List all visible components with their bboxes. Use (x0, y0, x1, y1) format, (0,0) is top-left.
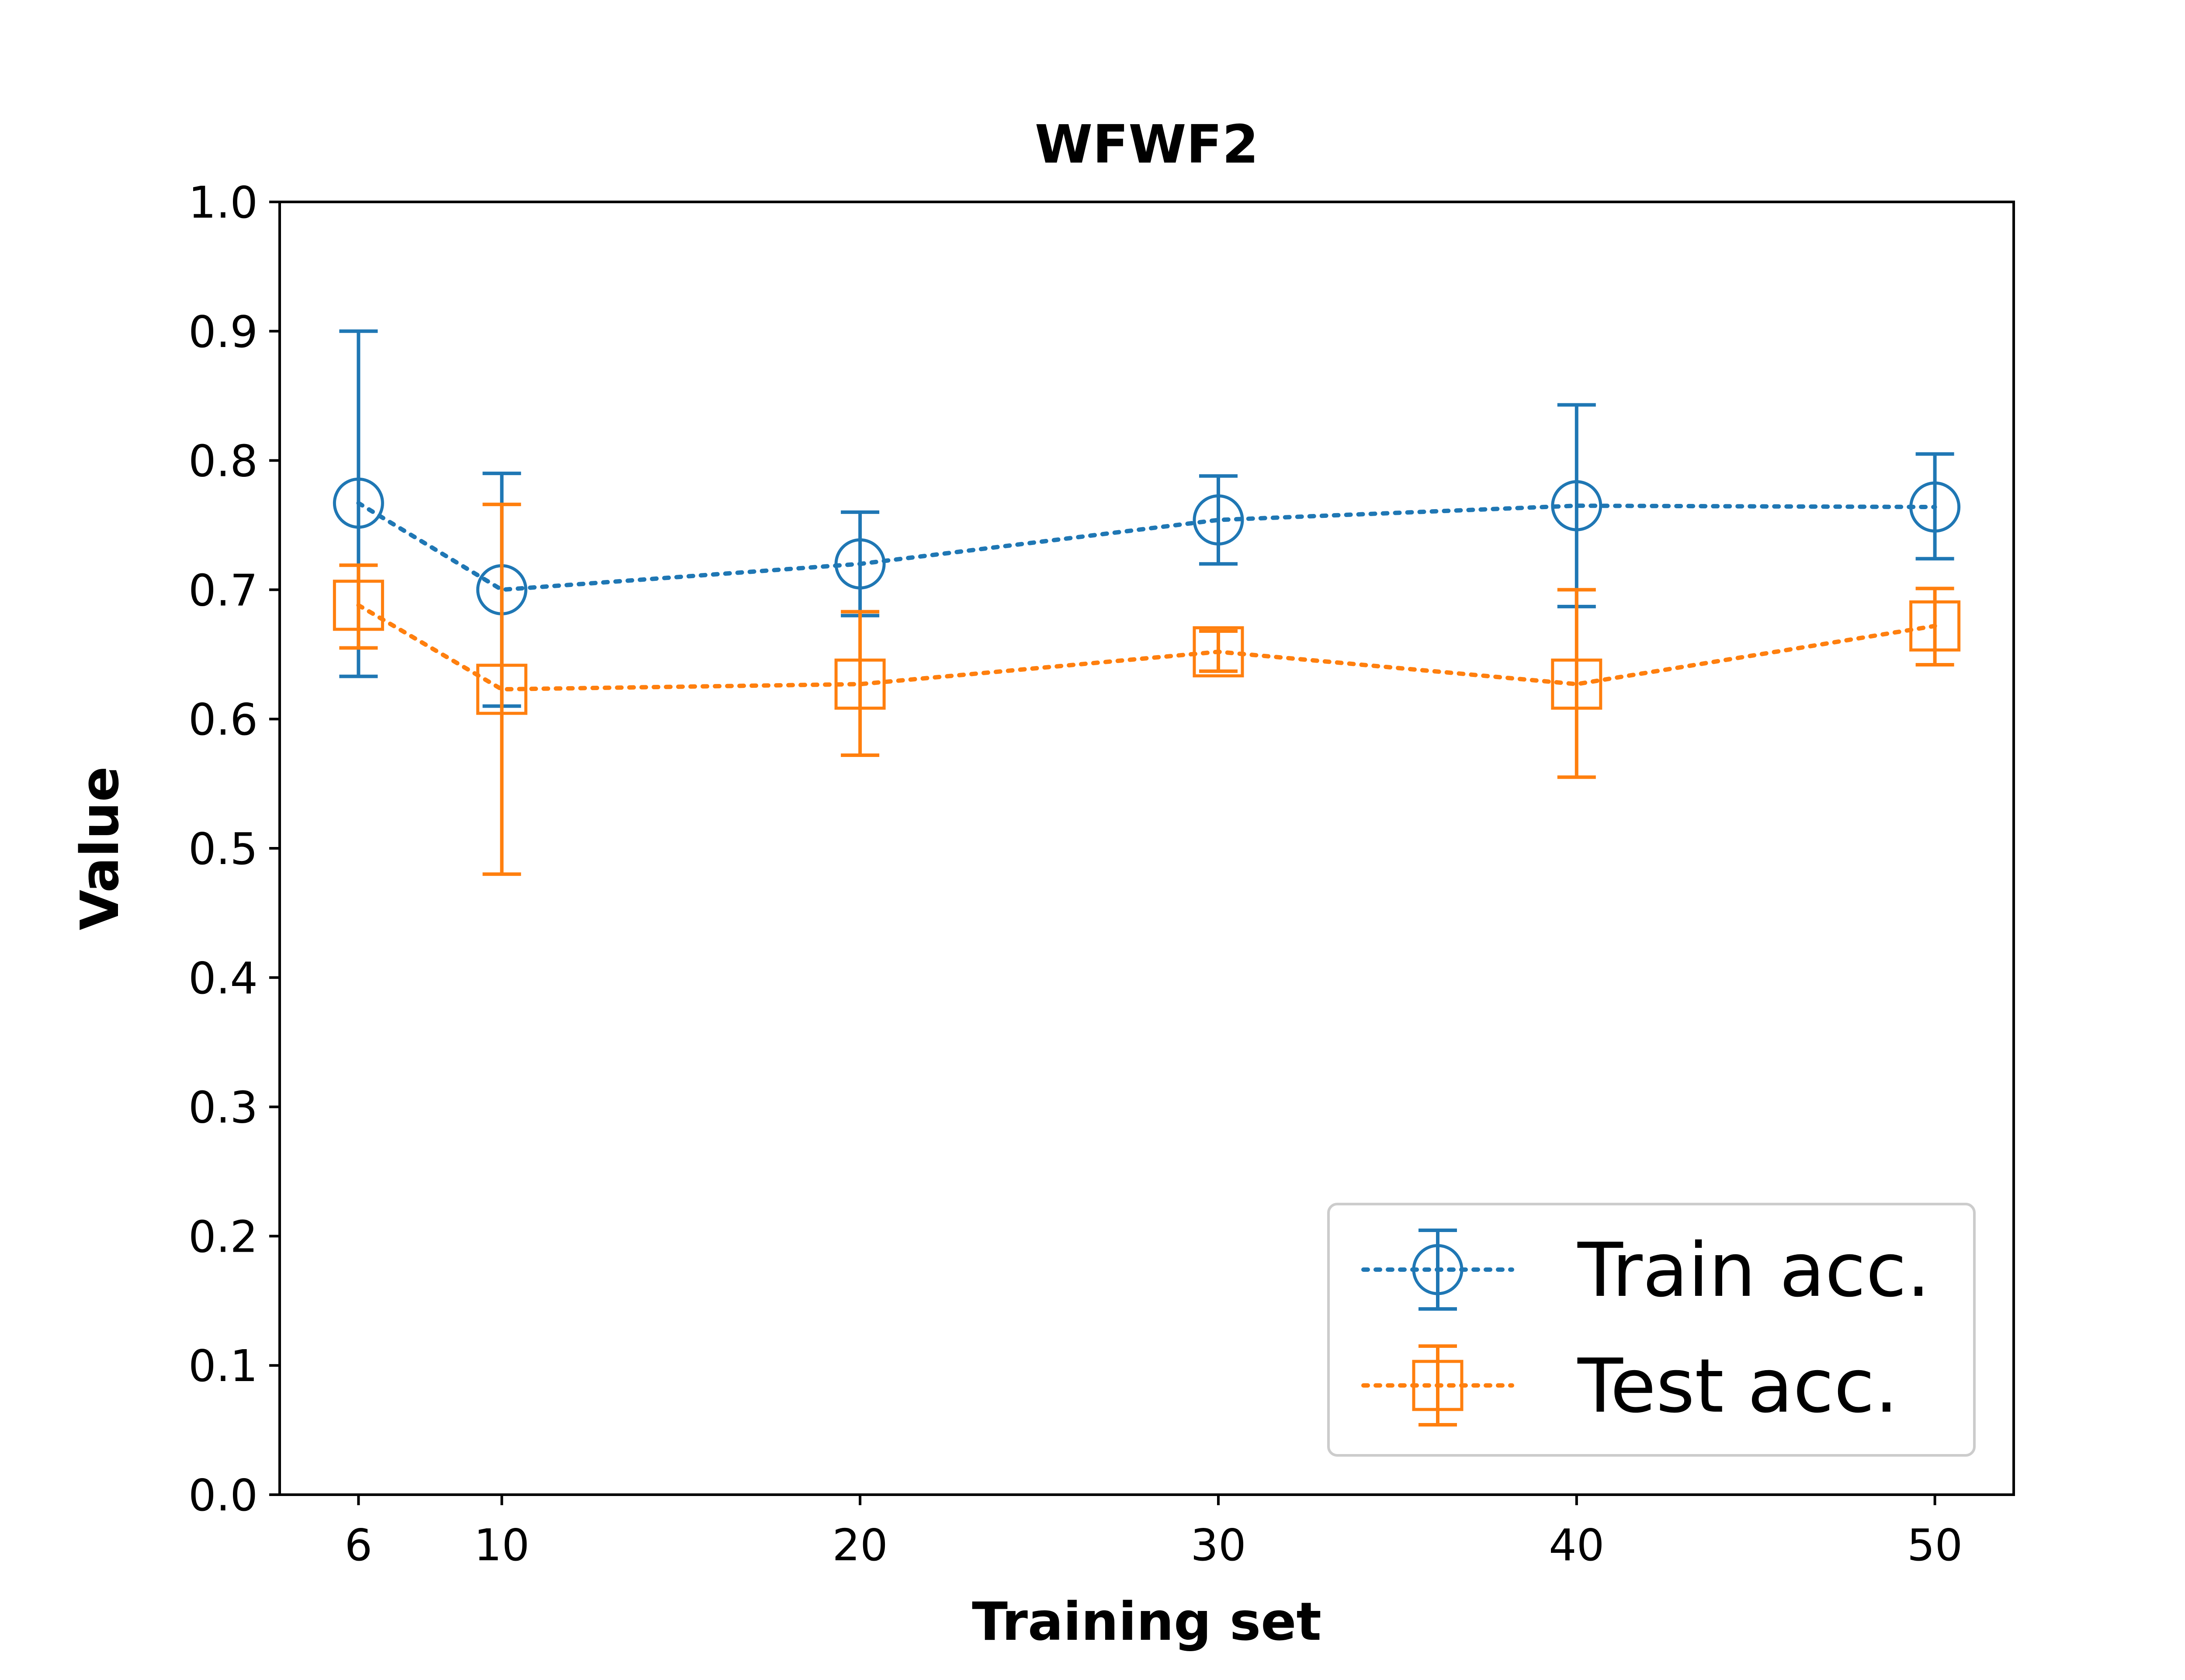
y-tick-label: 0.0 (188, 1470, 258, 1521)
y-tick-label: 0.2 (188, 1211, 258, 1262)
y-tick-label: 0.5 (188, 823, 258, 875)
data-point (1909, 481, 1961, 533)
y-tick-label: 0.9 (188, 306, 258, 358)
x-tick-label: 40 (1549, 1520, 1604, 1571)
chart-title: WFWF2 (1035, 115, 1259, 175)
legend-label: Test acc. (1577, 1343, 1898, 1430)
data-point (1551, 480, 1602, 531)
data-point (333, 477, 384, 529)
x-tick-label: 30 (1190, 1520, 1246, 1571)
x-tick-label: 50 (1907, 1520, 1963, 1571)
data-point (1909, 600, 1961, 652)
legend-marker (1412, 1244, 1464, 1295)
series-0 (333, 329, 1961, 708)
data-point (476, 663, 527, 715)
y-tick-label: 0.4 (188, 953, 258, 1004)
x-tick-label: 6 (345, 1520, 373, 1571)
y-tick-label: 0.6 (188, 694, 258, 745)
series-1 (333, 503, 1961, 876)
y-tick-label: 1.0 (188, 177, 258, 228)
y-axis-label: Value (70, 766, 131, 930)
x-tick-label: 10 (474, 1520, 530, 1571)
y-tick-label: 0.7 (188, 565, 258, 616)
data-point (1193, 494, 1244, 546)
series-line (356, 501, 1937, 592)
legend: Train acc. Test acc. (1327, 1203, 1976, 1457)
y-tick-label: 0.8 (188, 436, 258, 487)
legend-frame (1327, 1203, 1976, 1457)
legend-label: Train acc. (1577, 1227, 1930, 1314)
data-point (1551, 658, 1602, 710)
data-point (1193, 626, 1244, 677)
x-axis-label: Training set (972, 1592, 1321, 1652)
x-tick-label: 20 (832, 1520, 888, 1571)
legend-marker (1412, 1360, 1464, 1411)
y-tick-label: 0.1 (188, 1340, 258, 1392)
data-point (333, 580, 384, 631)
data-point (834, 538, 886, 590)
y-tick-label: 0.3 (188, 1082, 258, 1133)
data-point (834, 658, 886, 710)
